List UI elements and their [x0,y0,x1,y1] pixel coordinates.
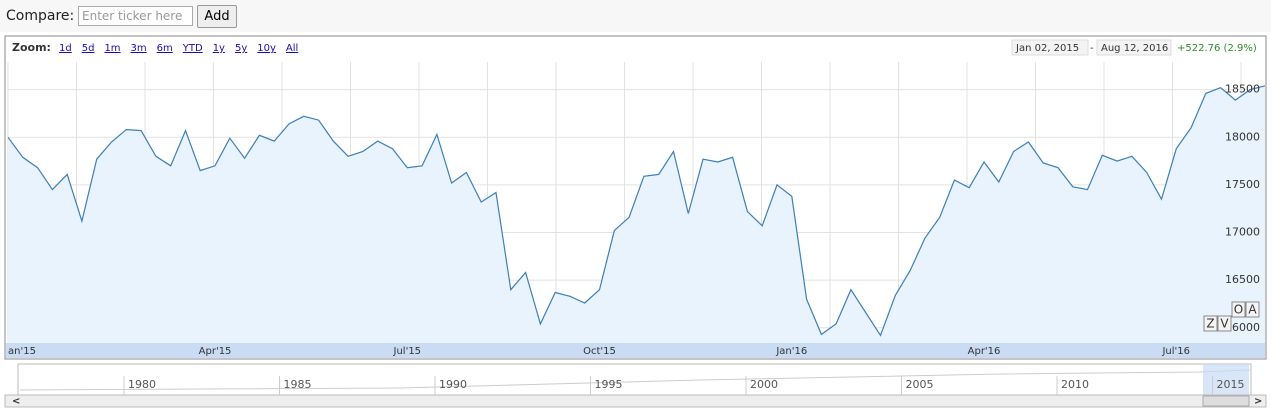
corner-button-label: Z [1206,317,1214,331]
navigator-label: 1980 [128,378,156,391]
x-tick-label: Apr'15 [199,346,232,357]
navigator-window[interactable] [1203,364,1249,395]
navigator-label: 2010 [1061,378,1089,391]
zoom-option[interactable]: 1m [104,43,120,54]
navigator-label: 2005 [906,378,934,391]
range-start: Jan 02, 2015 [1015,43,1079,54]
range-end: Aug 12, 2016 [1101,43,1168,54]
x-tick-label: an'15 [8,346,36,357]
zoom-option[interactable]: 5y [235,43,247,54]
navigator-label: 1990 [439,378,467,391]
x-axis-band [6,343,1265,358]
x-tick-label: Jan'16 [775,346,807,357]
x-tick-label: Jul'15 [393,346,422,357]
ticker-input[interactable]: Enter ticker here [78,6,193,26]
corner-button[interactable] [1217,315,1232,332]
zoom-option[interactable]: 3m [131,43,147,54]
corner-button[interactable] [1231,301,1246,318]
y-tick-label: 18000 [1225,130,1260,143]
scroll-right[interactable]: > [1254,396,1262,407]
x-tick-label: Oct'15 [583,346,616,357]
y-tick-label: 16000 [1225,321,1260,334]
navigator-label: 2015 [1217,378,1245,391]
zoom-option[interactable]: All [286,43,298,54]
zoom-option[interactable]: 10y [257,43,276,54]
scroll-left[interactable]: < [12,396,20,407]
navigator-label: 1995 [595,378,623,391]
range-start-box [1011,39,1089,56]
corner-button-label: A [1248,303,1257,317]
y-tick-label: 17500 [1225,178,1260,191]
toolbar: Compare: Enter ticker here Add [0,0,1271,32]
zoom-label: Zoom: [12,41,51,54]
zoom-option[interactable]: YTD [182,43,203,54]
zoom-option[interactable]: 5d [82,43,95,54]
y-tick-label: 16500 [1225,273,1260,286]
navigator [17,363,1252,396]
zoom-option[interactable]: 1y [213,43,225,54]
y-tick-label: 18500 [1225,83,1260,96]
x-tick-label: Apr'16 [968,346,1001,357]
price-line [7,85,1266,337]
corner-button-label: V [1220,317,1229,331]
scrollbar[interactable] [4,394,1267,408]
compare-label: Compare: [6,8,75,24]
zoom-option[interactable]: 1d [59,43,72,54]
navigator-label: 2000 [750,378,778,391]
add-button[interactable]: Add [197,5,237,28]
scroll-thumb[interactable] [1202,395,1250,407]
navigator-label: 1985 [284,378,312,391]
y-tick-label: 17000 [1225,226,1260,239]
x-tick-label: Jul'16 [1161,346,1190,357]
range-separator: - [1090,43,1094,54]
corner-button[interactable] [1203,315,1218,332]
range-change: +522.76 (2.9%) [1177,43,1257,54]
zoom-option[interactable]: 6m [157,43,173,54]
corner-button-label: O [1234,303,1243,317]
range-end-box [1096,39,1172,56]
area [8,85,1265,344]
corner-button[interactable] [1245,301,1260,318]
